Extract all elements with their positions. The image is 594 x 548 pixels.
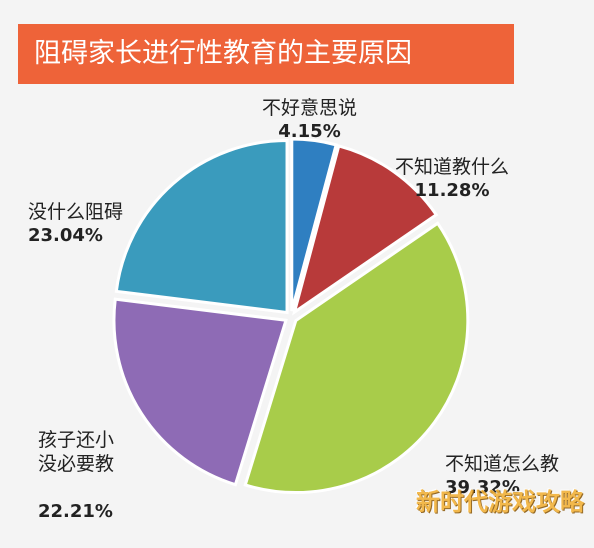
label-slice-0-pct: 4.15%: [278, 121, 341, 142]
label-slice-4-pct: 23.04%: [28, 225, 103, 246]
label-slice-0: 不好意思说 4.15%: [262, 96, 357, 144]
pie-chart: [112, 137, 470, 495]
watermark-text: 新时代游戏攻略: [416, 488, 584, 516]
pie-slice-4: [114, 139, 289, 315]
pie-slice-3: [112, 297, 288, 487]
label-slice-3-name: 孩子还小 没必要教: [38, 429, 115, 475]
label-slice-1: 不知道教什么 11.28%: [395, 155, 509, 203]
label-slice-4-name: 没什么阻碍: [28, 201, 124, 223]
label-slice-0-name: 不好意思说: [262, 97, 358, 119]
pie-slice-2: [243, 221, 470, 495]
chart-title: 阻碍家长进行性教育的主要原因: [34, 38, 412, 69]
label-slice-3: 孩子还小 没必要教 22.21%: [38, 404, 114, 548]
label-slice-2-name: 不知道怎么教: [445, 453, 560, 475]
label-slice-2: 不知道怎么教 39.32%: [445, 452, 559, 500]
label-slice-4: 没什么阻碍 23.04%: [28, 200, 123, 248]
label-slice-2-pct: 39.32%: [445, 477, 520, 498]
label-slice-1-name: 不知道教什么: [395, 156, 510, 178]
label-slice-3-pct: 22.21%: [38, 501, 113, 522]
chart-title-banner: 阻碍家长进行性教育的主要原因: [18, 24, 514, 84]
label-slice-1-pct: 11.28%: [414, 180, 490, 201]
pie-slice-1: [291, 144, 439, 316]
pie-slice-0: [290, 137, 338, 312]
